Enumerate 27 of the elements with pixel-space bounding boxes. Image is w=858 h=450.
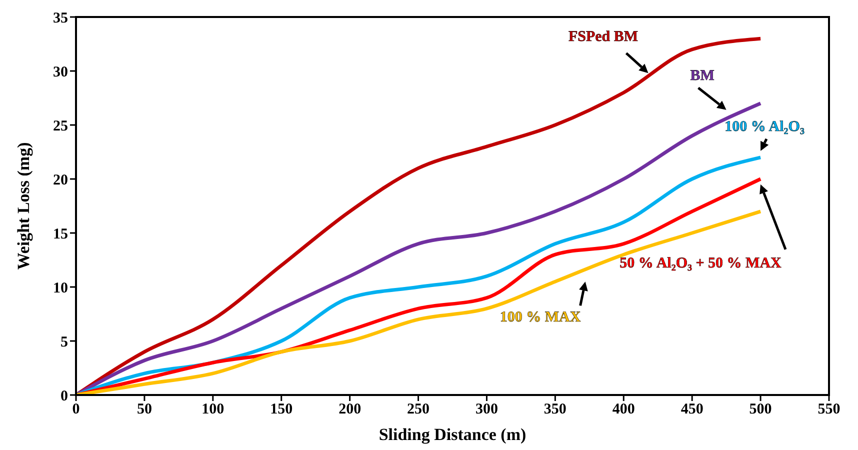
y-axis-title: Weight Loss (mg) <box>14 142 34 270</box>
x-tick-label: 200 <box>338 402 362 418</box>
x-tick-label: 400 <box>612 402 635 418</box>
x-tick-label: 100 <box>202 402 224 418</box>
x-tick-label: 50 <box>136 402 152 418</box>
y-tick-label: 10 <box>53 280 68 296</box>
text: FSPed BM <box>568 29 638 46</box>
y-tick-label: 5 <box>60 334 68 350</box>
y-tick-label: 20 <box>53 172 68 188</box>
x-tick-label: 150 <box>270 402 293 418</box>
x-tick-label: 350 <box>544 402 566 418</box>
series-label: 50 % Al₂O₃ + 50 % MAX <box>620 255 782 272</box>
x-tick-label: 450 <box>680 402 704 418</box>
x-tick-label: 300 <box>475 402 498 418</box>
x-tick-label: 250 <box>407 402 430 418</box>
y-tick-label: 15 <box>53 226 68 242</box>
text: 100 % Al₂O₃ <box>724 118 805 135</box>
x-axis-title: Sliding Distance (m) <box>378 425 526 444</box>
x-tick-label: 550 <box>818 402 840 418</box>
x-tick-label: 500 <box>749 402 772 418</box>
series-label: 100 % MAX <box>500 310 581 326</box>
y-tick-label: 35 <box>53 10 68 26</box>
y-tick-label: 30 <box>53 64 68 80</box>
text: BM <box>690 68 714 84</box>
y-tick-label: 0 <box>60 388 68 404</box>
x-tick-label: 0 <box>72 402 80 418</box>
y-tick-label: 25 <box>53 118 68 134</box>
